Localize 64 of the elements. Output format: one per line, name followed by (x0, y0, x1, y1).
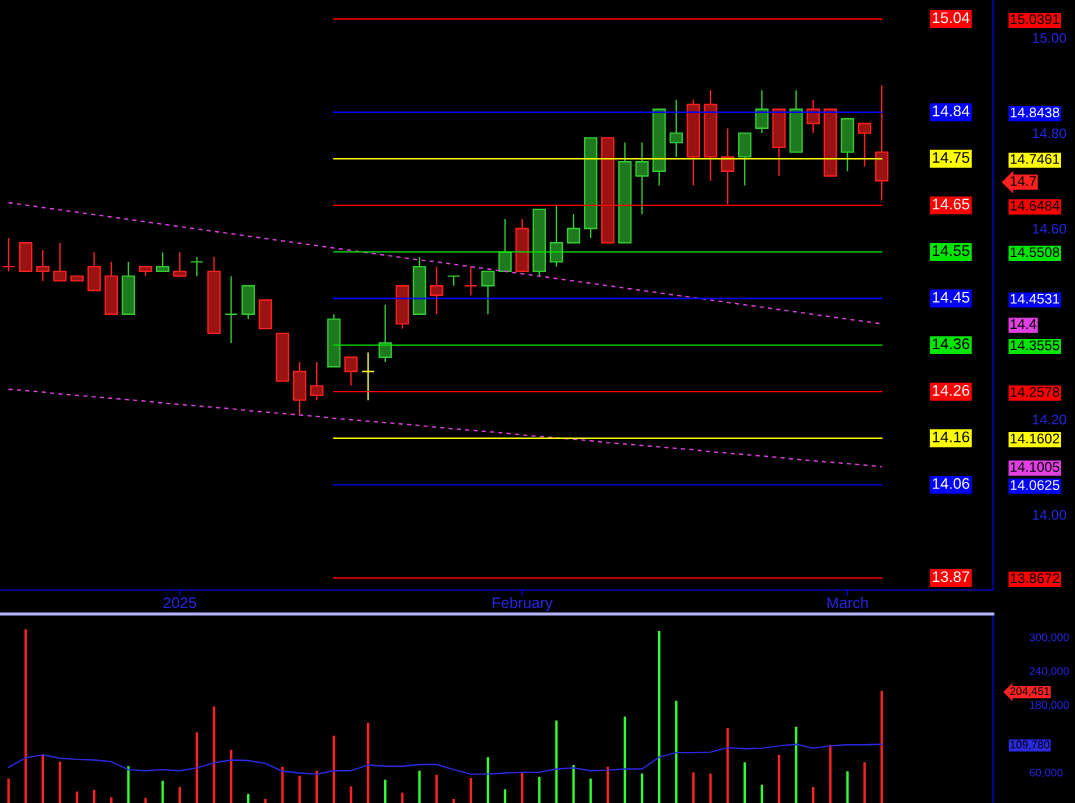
y-tick-label: 14.20 (1032, 414, 1067, 425)
y-tick-label: 15.00 (1032, 33, 1067, 43)
y-tick-label: 240,000 (1029, 667, 1069, 677)
candlestick (53, 242, 67, 282)
candlestick (738, 132, 752, 187)
y2-tick-label: 14.4531 (1010, 293, 1060, 304)
candlestick (481, 270, 495, 316)
candlestick (361, 351, 375, 401)
candlestick (566, 213, 581, 244)
y-tick-label: 180,000 (1029, 701, 1069, 711)
y2-tick-label: 14.8438 (1010, 107, 1060, 118)
x-tick-label: February (492, 596, 553, 612)
candlestick (155, 251, 170, 273)
line-series (7, 743, 883, 775)
y-tick-label: 14.00 (1032, 509, 1067, 520)
text: 14.26 (932, 384, 970, 396)
y2-tick-label: 14.0625 (1010, 480, 1060, 490)
y-tick-label: 14.80 (1032, 128, 1067, 139)
y2-tick-label: 14.6484 (1010, 200, 1060, 211)
candlestick (87, 251, 101, 292)
text: 14.16 (932, 431, 970, 443)
x-tick-label: 2025 (163, 597, 197, 609)
candlestick (429, 265, 444, 316)
candlestick (720, 127, 735, 206)
candlestick (1, 237, 16, 273)
y2-tick-label: 14.1005 (1010, 462, 1060, 472)
candlestick (635, 141, 649, 215)
text: 14.45 (932, 291, 970, 303)
y2-tick-label: 14.3555 (1010, 340, 1060, 351)
candlestick (549, 203, 564, 268)
candlestick (344, 356, 358, 387)
y2-tick-label: 14.7 (1010, 176, 1036, 186)
y2-tick-label: 15.0391 (1010, 14, 1060, 25)
candlestick (224, 275, 238, 344)
candlestick (755, 89, 769, 134)
text: 14.55 (932, 245, 970, 257)
text: 14.06 (932, 478, 970, 489)
x-tick-label: March (827, 596, 868, 609)
candlestick (669, 98, 683, 158)
candlestick (498, 218, 512, 273)
y-tick-label: 60,000 (1029, 768, 1063, 778)
text: 14.75 (932, 152, 970, 163)
y-tick-label: 14.60 (1032, 223, 1067, 234)
y-tick-label: 300,000 (1029, 633, 1069, 643)
y2-tick-label: 14.7461 (1010, 154, 1060, 164)
text: 14.36 (932, 338, 970, 350)
y2-tick-label: 109,780 (1010, 740, 1050, 750)
y2-tick-label: 14.4 (1010, 319, 1037, 329)
y2-tick-label: 14.5508 (1010, 247, 1060, 258)
candlestick (464, 265, 478, 296)
y2-tick-label: 13.8672 (1010, 573, 1060, 584)
text: 15.04 (932, 12, 970, 24)
y2-tick-label: 14.1602 (1010, 433, 1060, 444)
text: 14.65 (932, 198, 970, 210)
y2-tick-label: 204,451 (1010, 687, 1050, 697)
y2-tick-label: 14.2578 (1010, 387, 1060, 397)
candlestick (36, 249, 50, 282)
line-series (7, 388, 883, 468)
candlestick (173, 251, 187, 277)
text: 13.87 (932, 571, 970, 583)
text: 14.84 (932, 105, 970, 117)
candlestick (190, 256, 204, 277)
candlestick (310, 361, 324, 401)
candlestick (857, 122, 872, 168)
